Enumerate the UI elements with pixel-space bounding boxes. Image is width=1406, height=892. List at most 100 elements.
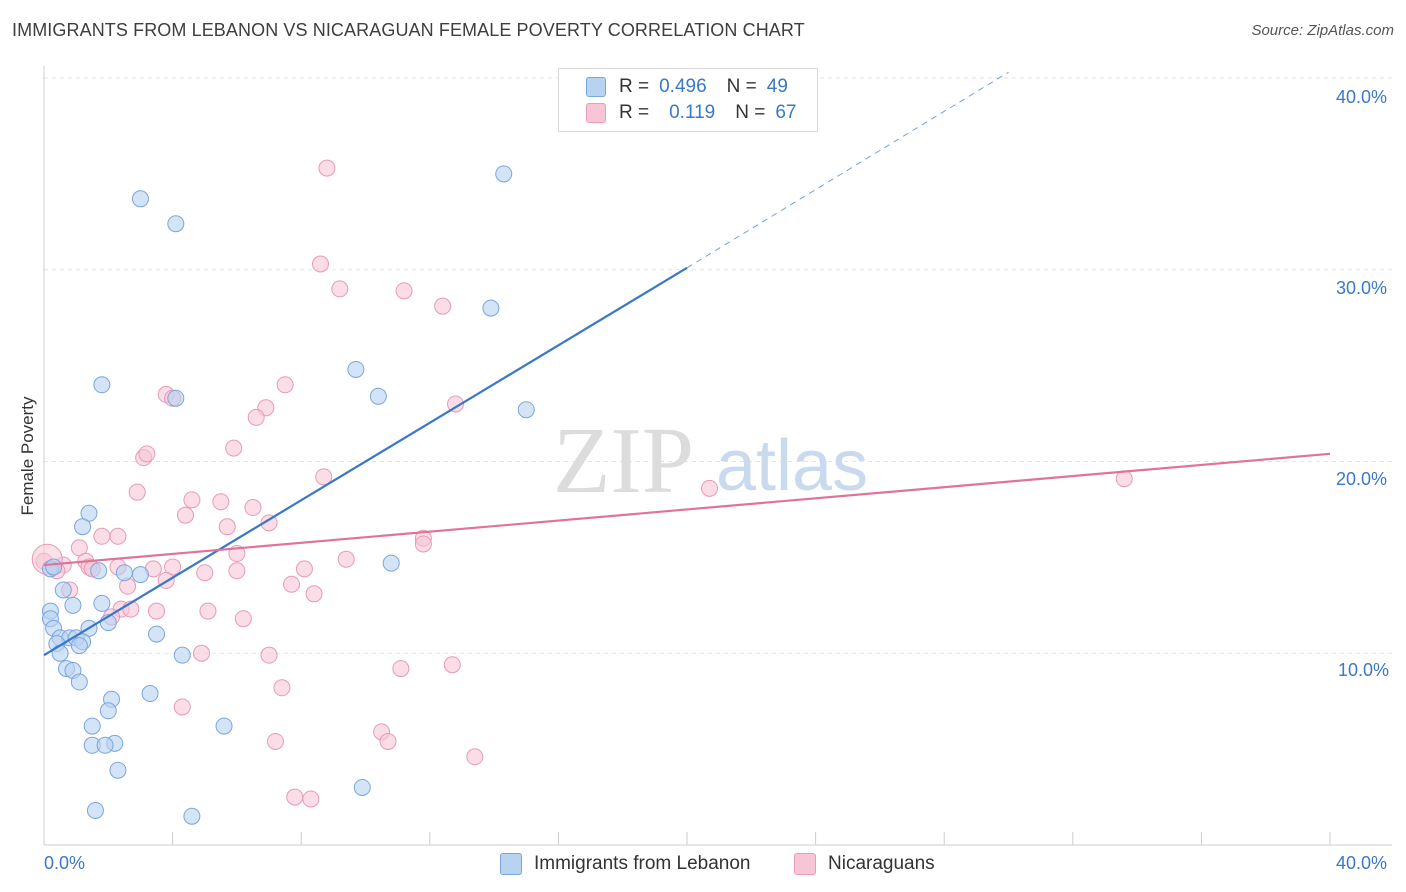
x-tick-label-max: 40.0% xyxy=(1336,853,1388,873)
nicaraguan-point xyxy=(337,550,355,568)
nicaraguan-point xyxy=(109,527,127,545)
nicaraguan-point xyxy=(93,527,111,545)
nicaraguan-point xyxy=(302,790,320,808)
lebanon-point xyxy=(369,387,387,405)
nicaraguan-point xyxy=(228,562,246,580)
series-label-lebanon: Immigrants from Lebanon xyxy=(534,853,751,874)
nicaraguan-point xyxy=(311,255,329,273)
legend-r-value: 0.496 xyxy=(659,76,707,97)
watermark: ZIP atlas xyxy=(553,409,868,513)
lebanon-point xyxy=(215,717,233,735)
lebanon-point xyxy=(99,702,117,720)
series-label-nicaraguans: Nicaraguans xyxy=(828,853,935,874)
nicaraguan-point xyxy=(286,788,304,806)
lebanon-point xyxy=(167,389,185,407)
legend-r-value: 0.119 xyxy=(669,102,716,123)
lebanon-point xyxy=(482,299,500,317)
nicaraguan-point xyxy=(414,535,432,553)
lebanon-point xyxy=(183,807,201,825)
legend-r-label: R = xyxy=(619,102,650,123)
lebanon-point xyxy=(83,717,101,735)
y-tick-label-10: 10.0% xyxy=(1338,660,1390,680)
legend-n-label: N = xyxy=(726,76,757,97)
series-legend-lebanon: Immigrants from Lebanon xyxy=(500,852,751,876)
nicaraguan-point xyxy=(183,491,201,509)
legend-swatch-blue xyxy=(586,77,606,97)
y-axis-title: Female Poverty xyxy=(18,396,37,516)
lebanon-point xyxy=(382,554,400,572)
lebanon-point xyxy=(167,215,185,233)
nicaraguan-point xyxy=(128,483,146,501)
legend-n-label: N = xyxy=(735,102,766,123)
lebanon-point xyxy=(141,685,159,703)
lebanon-point xyxy=(90,562,108,580)
lebanon-point xyxy=(45,558,63,576)
lebanon-point xyxy=(93,376,111,394)
nicaraguan-point xyxy=(273,679,291,697)
lebanon-point xyxy=(131,566,149,584)
trend-line-lebanon xyxy=(43,266,688,657)
nicaraguan-point xyxy=(331,280,349,298)
nicaraguan-point xyxy=(266,732,284,750)
lebanon-point xyxy=(54,581,72,599)
lebanon-point xyxy=(148,625,166,643)
lebanon-point xyxy=(86,801,104,819)
legend-n-value: 67 xyxy=(775,102,797,123)
axes xyxy=(43,66,1392,846)
source-credit: Source: ZipAtlas.com xyxy=(1251,22,1394,39)
nicaraguan-point xyxy=(218,518,236,536)
trend-line-nicaraguans xyxy=(43,452,1331,567)
lebanon-point xyxy=(70,637,88,655)
series-swatch-blue xyxy=(500,853,522,875)
nicaraguan-point xyxy=(434,297,452,315)
watermark-zip: ZIP xyxy=(553,409,694,513)
legend-row-nicaraguans: R = 0.119 N = 67 xyxy=(586,101,797,125)
nicaraguan-point xyxy=(193,644,211,662)
lebanon-point xyxy=(353,778,371,796)
nicaraguan-point xyxy=(315,468,333,486)
nicaraguan-point xyxy=(466,748,484,766)
nicaraguan-point xyxy=(318,159,336,177)
nicaraguan-point xyxy=(260,646,278,664)
lebanon-point xyxy=(495,165,513,183)
correlation-legend: R = 0.496 N = 49 R = 0.119 N = 67 xyxy=(558,68,818,132)
nicaraguan-point xyxy=(395,282,413,300)
lebanon-point xyxy=(131,190,149,208)
lebanon-point xyxy=(347,360,365,378)
y-tick-label-40: 40.0% xyxy=(1336,87,1388,107)
legend-swatch-pink xyxy=(586,103,606,123)
nicaraguan-point xyxy=(447,395,465,413)
nicaraguan-point xyxy=(225,439,243,457)
nicaraguan-point xyxy=(276,376,294,394)
nicaraguan-point xyxy=(260,514,278,532)
series-swatch-pink xyxy=(794,853,816,875)
series-legend-nicaraguans: Nicaraguans xyxy=(794,852,935,876)
watermark-atlas: atlas xyxy=(716,426,868,506)
y-tick-label-30: 30.0% xyxy=(1336,278,1388,298)
nicaraguan-point xyxy=(199,602,217,620)
nicaraguan-point xyxy=(148,602,166,620)
nicaraguan-point xyxy=(196,564,214,582)
nicaraguan-point xyxy=(283,575,301,593)
lebanon-point xyxy=(96,736,114,754)
nicaraguan-point xyxy=(247,408,265,426)
nicaraguan-point xyxy=(234,610,252,628)
grid-lines xyxy=(44,77,1392,654)
legend-n-value: 49 xyxy=(766,76,788,97)
nicaraguan-point xyxy=(176,506,194,524)
lebanon-point xyxy=(64,596,82,614)
nicaraguan-point xyxy=(173,698,191,716)
x-tick-label-min: 0.0% xyxy=(44,853,86,873)
y-tick-label-20: 20.0% xyxy=(1336,469,1388,489)
nicaraguan-point xyxy=(701,479,719,497)
lebanon-point xyxy=(109,761,127,779)
nicaraguan-point xyxy=(305,585,323,603)
nicaraguan-point xyxy=(392,660,410,678)
nicaraguan-point xyxy=(138,445,156,463)
lebanon-point xyxy=(173,646,191,664)
lebanon-point xyxy=(70,673,88,691)
legend-row-lebanon: R = 0.496 N = 49 xyxy=(586,75,788,99)
lebanon-point xyxy=(74,518,92,536)
trend-line-lebanon-extension xyxy=(686,71,1009,269)
nicaraguan-point xyxy=(443,656,461,674)
